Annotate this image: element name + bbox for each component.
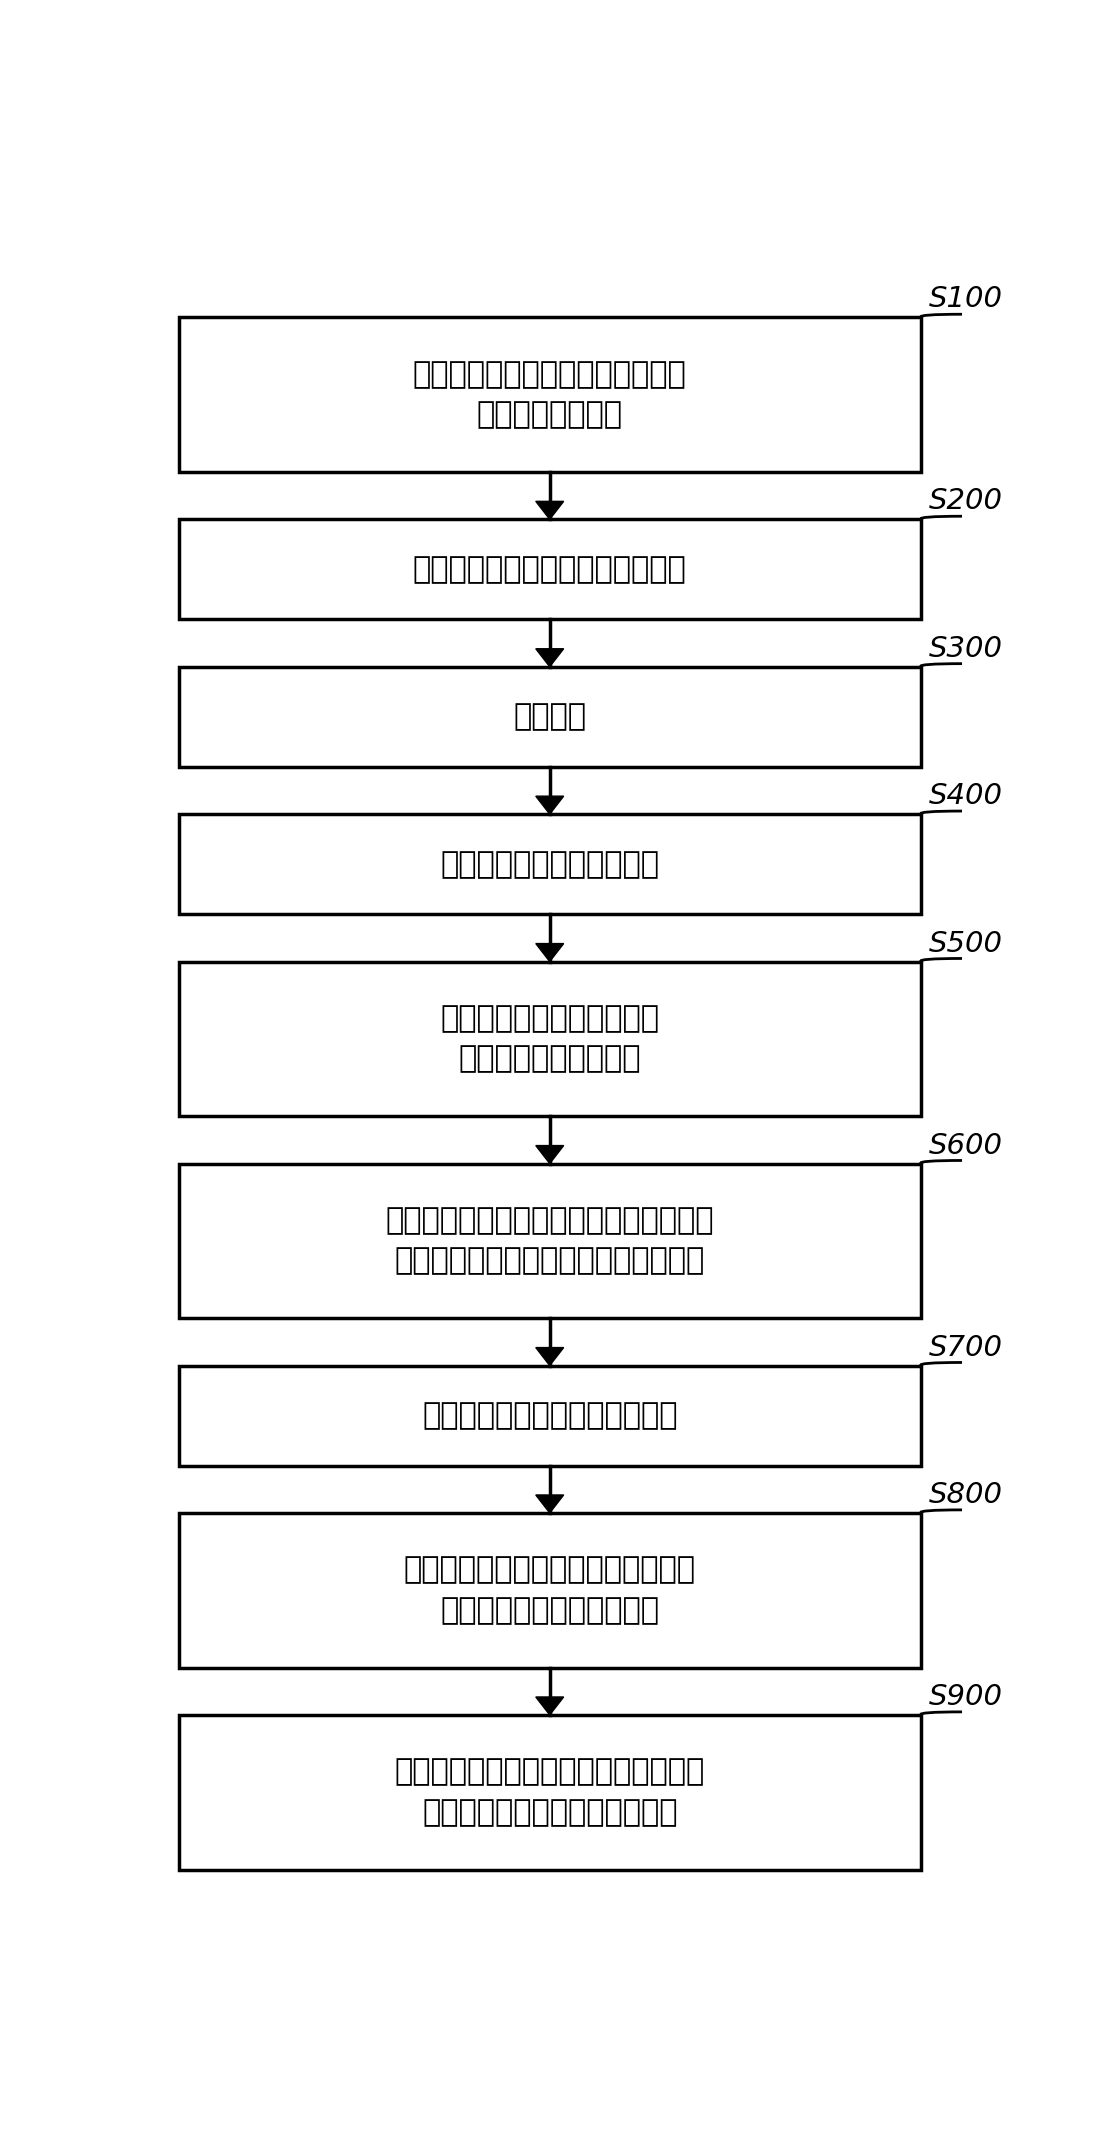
- Polygon shape: [536, 944, 563, 961]
- Text: S200: S200: [929, 488, 1003, 516]
- Bar: [179, 961, 921, 1117]
- Bar: [179, 1715, 921, 1869]
- Polygon shape: [536, 1696, 563, 1715]
- Text: 到达用药时间时，发出提醒: 到达用药时间时，发出提醒: [440, 850, 660, 878]
- Bar: [179, 318, 921, 471]
- Text: S100: S100: [929, 286, 1003, 313]
- Text: 患者用药后，将患者的用药
数据更新到用药数据中: 患者用药后，将患者的用药 数据更新到用药数据中: [440, 1004, 660, 1074]
- Polygon shape: [536, 797, 563, 814]
- Bar: [179, 1366, 921, 1466]
- Text: S400: S400: [929, 782, 1003, 810]
- Polygon shape: [536, 1146, 563, 1164]
- Text: S800: S800: [929, 1481, 1003, 1509]
- Text: 获取患者的用餐的口味偏好和禁忌: 获取患者的用餐的口味偏好和禁忌: [413, 554, 686, 584]
- Text: S900: S900: [929, 1683, 1003, 1711]
- Polygon shape: [536, 501, 563, 520]
- Text: S700: S700: [929, 1334, 1003, 1362]
- Text: 获取患者的用药时间及药物种类、
各种类药物的剂量: 获取患者的用药时间及药物种类、 各种类药物的剂量: [413, 360, 686, 430]
- Text: 患者选择菜品，下单并支付费用: 患者选择菜品，下单并支付费用: [421, 1400, 678, 1430]
- Text: 监控时间: 监控时间: [513, 703, 586, 731]
- Bar: [179, 520, 921, 620]
- Polygon shape: [536, 1347, 563, 1366]
- Polygon shape: [536, 648, 563, 667]
- Bar: [179, 814, 921, 914]
- Text: S300: S300: [929, 635, 1003, 663]
- Polygon shape: [536, 1496, 563, 1513]
- Bar: [179, 667, 921, 767]
- Bar: [179, 1513, 921, 1669]
- Text: S500: S500: [929, 929, 1003, 957]
- Text: S600: S600: [929, 1132, 1003, 1159]
- Text: 到达用餐时间，根据患者的口味偏好和饮
食禁忌为患者筛选医院餐厅供应的菜品: 到达用餐时间，根据患者的口味偏好和饮 食禁忌为患者筛选医院餐厅供应的菜品: [386, 1206, 714, 1276]
- Text: 将患者的生命体征参数和用药信息调整
及治疗信息更新到患者的病例中: 将患者的生命体征参数和用药信息调整 及治疗信息更新到患者的病例中: [395, 1758, 704, 1826]
- Text: 获取监控到的患者的生命体征参数和
用药信息调整以及治疗信息: 获取监控到的患者的生命体征参数和 用药信息调整以及治疗信息: [404, 1556, 695, 1626]
- Bar: [179, 1164, 921, 1319]
